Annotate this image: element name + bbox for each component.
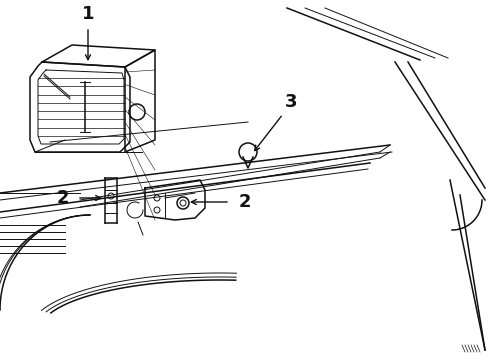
Text: 3: 3 — [285, 93, 297, 111]
Text: 1: 1 — [82, 5, 94, 23]
Text: 2: 2 — [57, 189, 69, 207]
Text: 2: 2 — [239, 193, 251, 211]
